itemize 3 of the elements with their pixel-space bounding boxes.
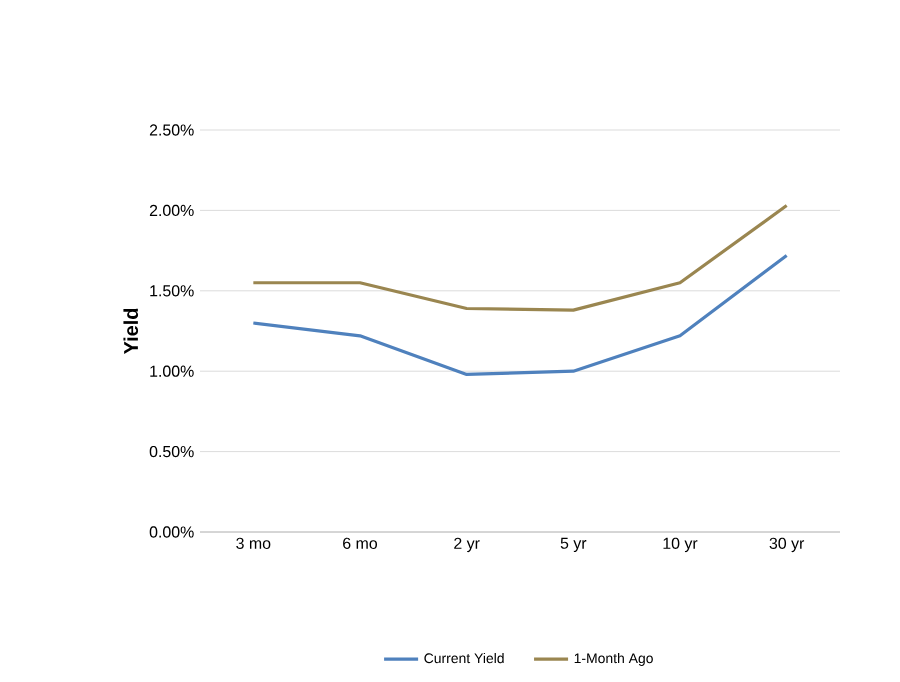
line-series [251,253,789,377]
y-axis-title: Yield [123,308,139,355]
line-series [251,203,789,312]
